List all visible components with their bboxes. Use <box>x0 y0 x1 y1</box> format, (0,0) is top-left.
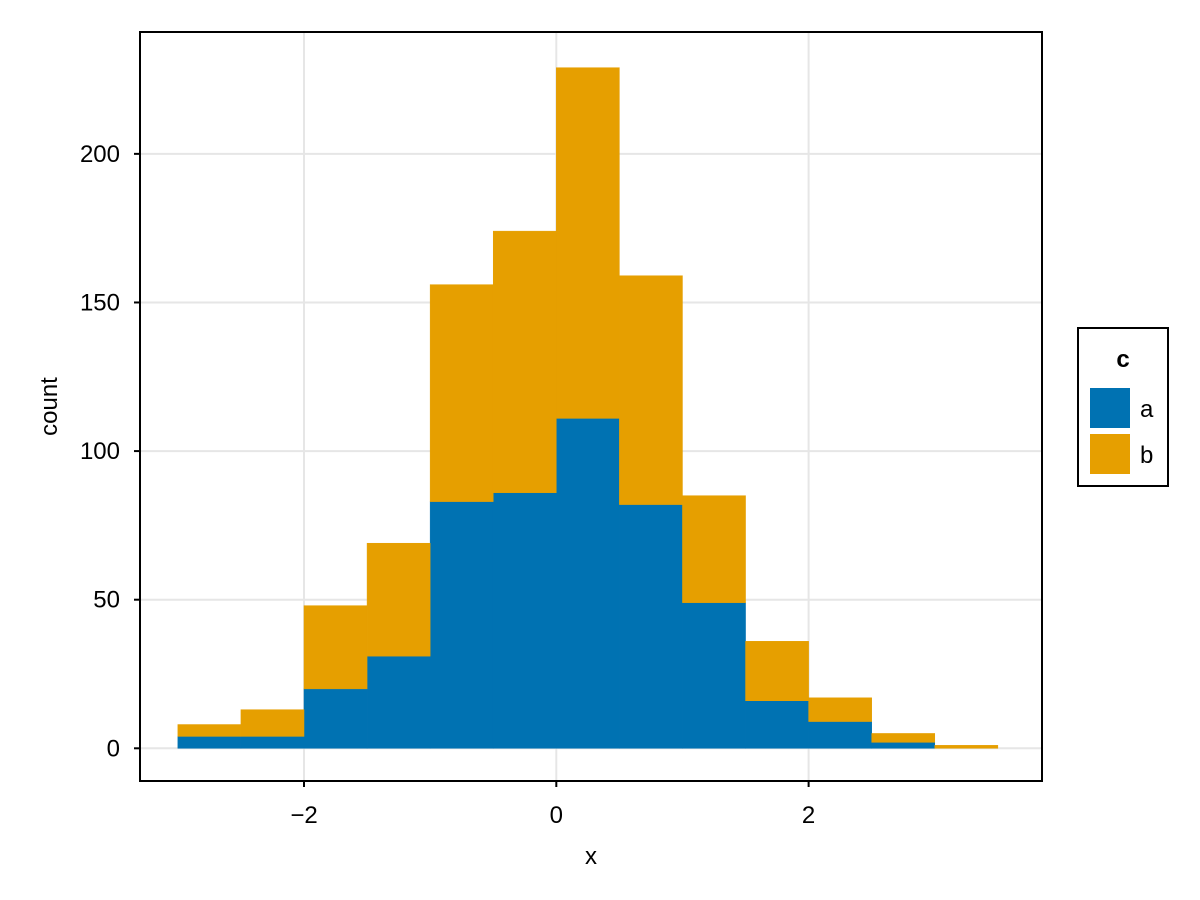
legend-items: ab <box>1090 388 1154 474</box>
bar-b-12 <box>934 745 999 749</box>
bar-a-2 <box>303 688 368 749</box>
y-tick-label: 0 <box>107 735 120 762</box>
y-axis-label: count <box>36 377 63 436</box>
bar-b-10 <box>808 697 872 722</box>
bar-a-0 <box>177 736 242 749</box>
legend: c ab <box>1077 327 1169 487</box>
legend-label-a: a <box>1140 396 1154 423</box>
bar-b-5 <box>492 230 557 493</box>
bar-a-4 <box>429 501 494 749</box>
legend-label-b: b <box>1140 442 1153 469</box>
legend-title: c <box>1116 346 1129 373</box>
x-tick-label: 0 <box>550 802 563 829</box>
bar-b-8 <box>682 495 746 603</box>
x-axis-label: x <box>585 843 597 870</box>
bars <box>177 67 999 749</box>
bar-b-9 <box>745 641 809 701</box>
bar-a-6 <box>556 418 620 749</box>
bar-b-2 <box>303 605 368 690</box>
y-tick-label: 200 <box>80 141 120 168</box>
bar-a-3 <box>366 655 431 749</box>
bar-a-1 <box>240 736 305 749</box>
bar-a-9 <box>745 700 809 749</box>
bar-b-11 <box>871 733 936 743</box>
x-tick-label: −2 <box>290 802 317 829</box>
y-tick-label: 150 <box>80 289 120 316</box>
legend-swatch-a <box>1090 388 1130 428</box>
legend-swatch-b <box>1090 434 1130 474</box>
y-tick-label: 50 <box>93 587 120 614</box>
bar-a-5 <box>492 492 557 749</box>
plot-frame <box>139 31 1043 782</box>
y-tick-label: 100 <box>80 438 120 465</box>
bar-a-7 <box>619 504 683 749</box>
bar-b-7 <box>619 275 683 505</box>
bar-b-3 <box>366 542 431 657</box>
bar-a-10 <box>808 721 872 749</box>
bar-a-8 <box>682 602 746 749</box>
bar-a-11 <box>871 742 936 749</box>
bar-b-6 <box>556 67 620 419</box>
bar-b-0 <box>177 724 242 737</box>
x-tick-label: 2 <box>802 802 815 829</box>
bar-b-4 <box>429 284 494 502</box>
axis-ticks: −2 0 2 0 50 100 150 200 <box>80 141 815 829</box>
bar-b-1 <box>240 709 305 737</box>
